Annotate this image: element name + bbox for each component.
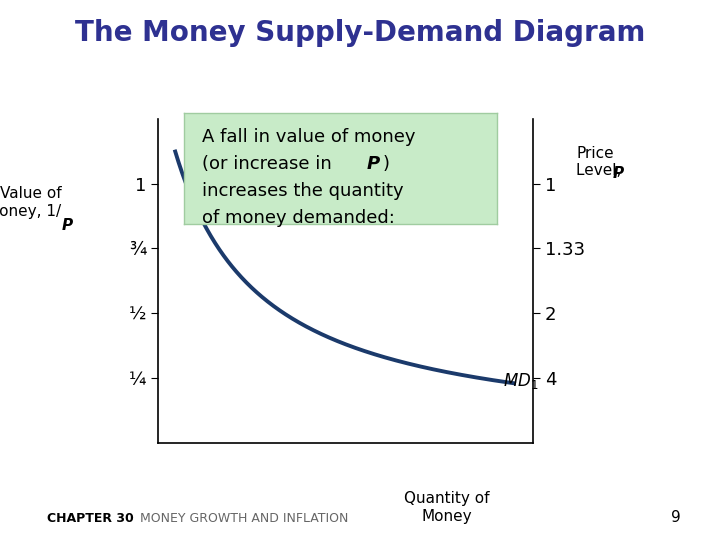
- Text: $MD_1$: $MD_1$: [503, 370, 539, 390]
- Text: ): ): [382, 156, 390, 173]
- Text: P: P: [613, 166, 624, 181]
- Text: A fall in value of money: A fall in value of money: [202, 128, 416, 146]
- Text: Price
Level,: Price Level,: [576, 146, 626, 178]
- Text: (or increase in: (or increase in: [202, 156, 338, 173]
- Text: 9: 9: [670, 510, 680, 525]
- Text: The Money Supply-Demand Diagram: The Money Supply-Demand Diagram: [75, 19, 645, 47]
- Text: Quantity of
Money: Quantity of Money: [404, 491, 489, 524]
- Text: Value of
Money, 1/: Value of Money, 1/: [0, 186, 61, 219]
- Text: increases the quantity: increases the quantity: [202, 182, 404, 200]
- Text: CHAPTER 30: CHAPTER 30: [47, 512, 133, 525]
- Text: MONEY GROWTH AND INFLATION: MONEY GROWTH AND INFLATION: [140, 512, 348, 525]
- Text: P: P: [366, 156, 380, 173]
- Text: P: P: [62, 218, 73, 233]
- Text: of money demanded:: of money demanded:: [202, 208, 395, 227]
